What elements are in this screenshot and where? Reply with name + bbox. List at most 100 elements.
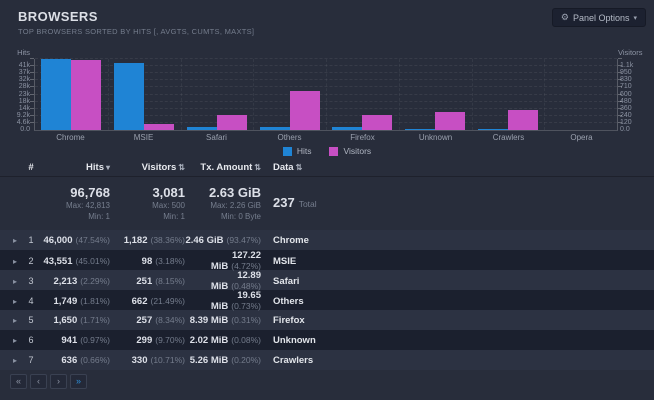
legend-label: Hits [296,146,312,156]
hits-cell-percent: (1.81%) [80,295,110,306]
visitors-bar [362,114,393,130]
hits-bar [186,126,217,130]
column-header-data[interactable]: Data ⇅ [261,162,654,173]
first-page-button[interactable]: « [10,374,27,389]
browser-name: Unknown [273,334,316,346]
summary-data-count: 237 Total [261,194,654,212]
visitors-cell-value: 257 [136,314,153,326]
left-axis-ticks: 0.0 4.6k 9.2k 14k 18k 23k 28k 32k 37k 41k [0,59,30,133]
column-header-txamount[interactable]: Tx. Amount ⇅ [185,162,261,173]
y-axis-tick-right: 480 [620,97,632,105]
table-summary: 96,768 Max: 42,813 Min: 1 3,081 Max: 500… [0,180,654,226]
gridline-vertical [471,59,473,130]
table-header: # Hits ▾ Visitors ⇅ Tx. Amount ⇅ Data ⇅ [0,158,654,177]
gridline-vertical [253,59,255,130]
tx-amount-cell-percent: (0.20%) [231,354,261,365]
x-axis-labels: Chrome MSIE Safari Others Firefox Unknown Craw… [34,133,618,143]
table-row[interactable]: ▸ 3 2,213 (2.29%) 251 (8.15%) 12.89 MiB (0.48%)… [0,270,654,292]
summary-visitors-max: Max: 500 [152,200,185,210]
gridline-vertical [544,59,546,130]
row-expand-icon[interactable]: ▸ [12,315,17,325]
table-row[interactable]: ▸ 1 46,000 (47.54%) 1,182 (38.36%) 2.46 GiB (93… [0,230,654,250]
summary-tx-max: Max: 2.26 GiB [210,200,261,210]
browser-name-cell: Firefox [261,315,654,326]
x-axis-label: Firefox [350,133,375,142]
visitors-cell-percent: (3.18%) [155,255,185,266]
y-axis-tick-left: 14k [18,104,30,112]
row-expand-icon[interactable]: ▸ [12,256,17,266]
table-row[interactable]: ▸ 5 1,650 (1.71%) 257 (8.34%) 8.39 MiB (0.31%) F… [0,310,654,330]
x-axis-label: Chrome [56,133,85,142]
y-axis-tick-right: 1.1k [620,62,634,70]
browser-name: Crawlers [273,354,314,366]
browser-name: Chrome [273,234,309,246]
row-expand-icon[interactable]: ▸ [12,335,17,345]
bar-group [108,59,181,130]
y-axis-tick-right: 360 [620,104,632,112]
y-axis-tick-left: 0.0 [20,126,30,133]
visitors-cell-value: 299 [136,334,153,346]
tx-amount-cell: 127.22 MiB (4.72%) [185,250,261,272]
legend-item-visitors[interactable]: Visitors [329,146,371,156]
row-rank: 2 [28,256,34,266]
legend-swatch-hits [282,146,292,156]
tx-amount-cell: 8.39 MiB (0.31%) [185,315,261,326]
y-axis-tick-left: 18k [18,97,30,105]
hits-cell-value: 1,650 [53,314,78,326]
last-page-button[interactable]: » [70,374,87,389]
next-page-button[interactable]: › [50,374,67,389]
bar-group [181,59,254,130]
table-row[interactable]: ▸ 6 941 (0.97%) 299 (9.70%) 2.02 MiB (0.08%) Unk… [0,330,654,350]
summary-visitors-total: 3,081 [152,184,185,200]
row-rank: 6 [28,335,34,345]
x-axis-label: Crawlers [492,133,525,142]
hits-cell-value: 43,551 [43,255,73,267]
visitors-cell-value: 1,182 [123,234,148,246]
table-row[interactable]: ▸ 7 636 (0.66%) 330 (10.71%) 5.26 MiB (0.20%) Cr… [0,350,654,370]
hits-cell: 1,749 (1.81%) [38,296,110,307]
y-axis-tick-right: 120 [620,118,632,126]
visitors-cell-percent: (10.71%) [150,354,186,365]
visitors-cell-value: 98 [141,255,153,267]
hits-cell: 46,000 (47.54%) [38,235,110,246]
gridline-horizontal [30,79,622,81]
summary-hits-min: Min: 1 [88,211,110,221]
hits-bar [41,59,72,130]
tx-amount-cell-value: 12.89 MiB [210,270,261,292]
y-axis-tick-right: 600 [620,90,632,98]
tx-amount-cell-value: 5.26 MiB [189,354,229,366]
column-header-visitors[interactable]: Visitors ⇅ [110,162,185,173]
legend-item-hits[interactable]: Hits [282,146,312,156]
row-expand-icon[interactable]: ▸ [12,355,17,365]
hits-cell: 941 (0.97%) [38,335,110,346]
gridline-vertical [107,59,109,130]
hits-cell-value: 46,000 [43,234,73,246]
gridline-horizontal [30,121,622,123]
tx-amount-cell: 12.89 MiB (0.48%) [185,270,261,292]
bar-group [544,59,617,130]
browser-name: Safari [273,275,300,287]
hits-cell-percent: (2.29%) [80,275,110,286]
browser-name-cell: MSIE [261,256,654,267]
x-axis-label: Opera [570,133,593,142]
x-axis-label: Unknown [418,133,453,142]
table-row[interactable]: ▸ 4 1,749 (1.81%) 662 (21.49%) 19.65 MiB (0.73%… [0,290,654,312]
hits-bar [405,128,436,130]
y-axis-tick-right: 710 [620,83,632,91]
gridline-horizontal [30,58,622,59]
visitors-cell-percent: (8.34%) [155,314,185,325]
column-header-hits[interactable]: Hits ▾ [38,162,110,173]
row-rank: 4 [28,296,34,306]
page-subtitle: TOP BROWSERS SORTED BY HITS [, AVGTS, CU… [18,27,255,36]
visitors-cell: 251 (8.15%) [110,276,185,287]
prev-page-button[interactable]: ‹ [30,374,47,389]
bar-group [326,59,399,130]
y-axis-tick-left: 9.2k [16,111,30,119]
gridline-vertical [326,59,327,130]
row-expand-icon[interactable]: ▸ [12,296,17,306]
gridline-horizontal [30,107,622,109]
row-expand-icon[interactable]: ▸ [12,276,17,286]
table-row[interactable]: ▸ 2 43,551 (45.01%) 98 (3.18%) 127.22 MiB (4.72… [0,250,654,272]
row-expand-icon[interactable]: ▸ [12,235,17,245]
panel-options-button[interactable]: ⚙ Panel Options ▾ [551,8,646,27]
